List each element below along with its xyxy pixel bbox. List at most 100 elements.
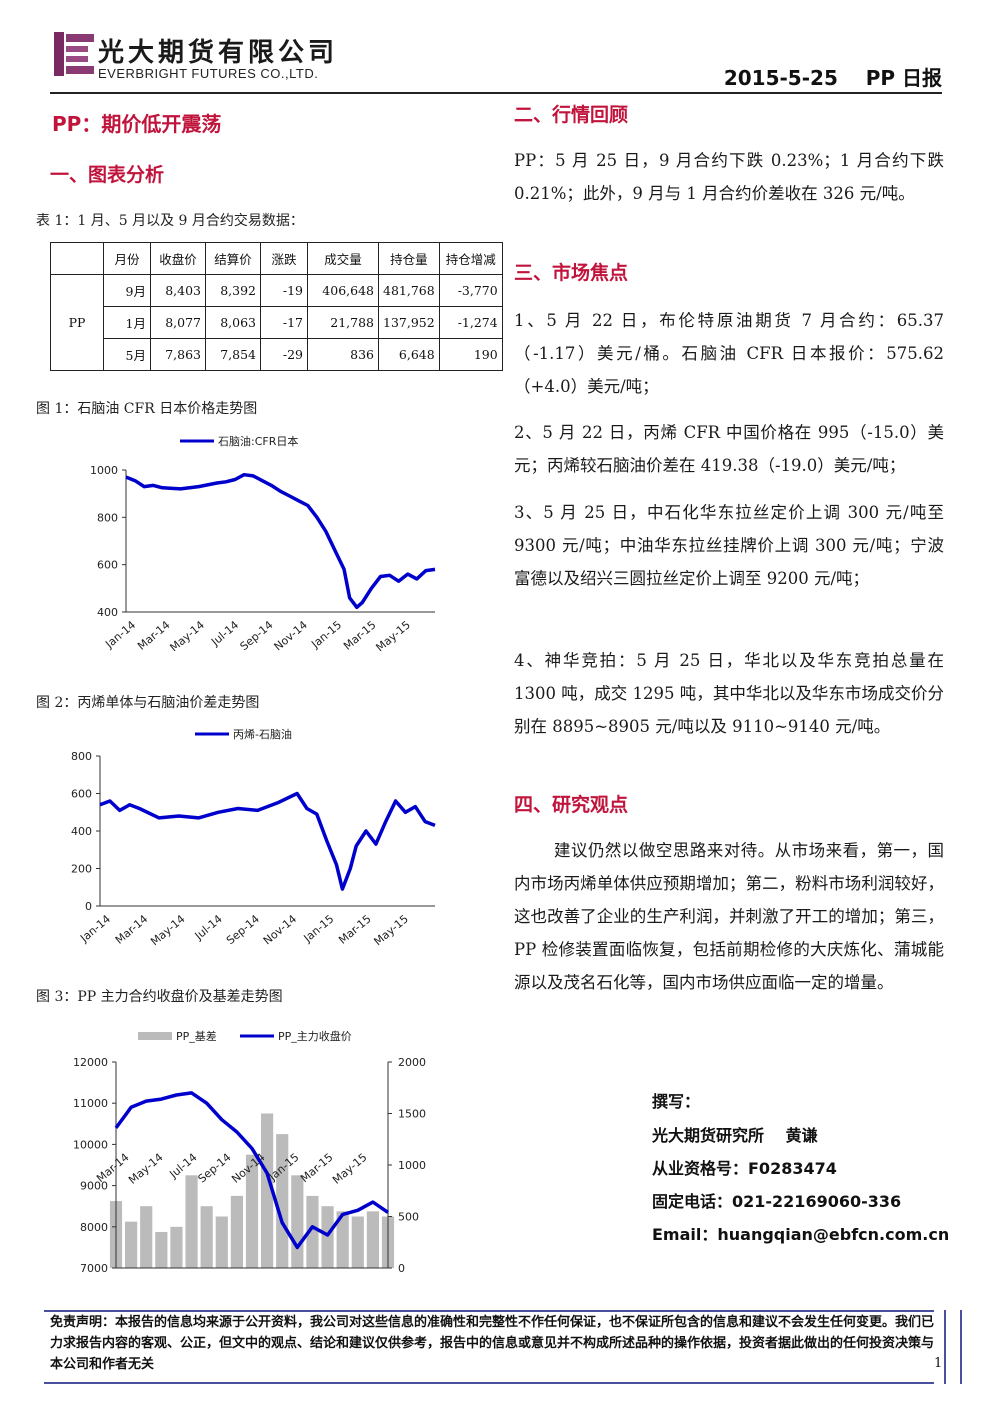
x-tick-label: Jul-14 [208, 618, 241, 649]
table-cell: 7,854 [205, 338, 261, 371]
table-cell: 21,788 [307, 306, 379, 339]
author-label: 撰写： [652, 1092, 701, 1111]
company-name-cn: 光大期货有限公司 [98, 38, 339, 68]
fig1-caption: 图 1：石脑油 CFR 日本价格走势图 [36, 401, 258, 417]
y2-tick-label: 0 [398, 1262, 405, 1275]
y-tick-label: 800 [97, 511, 118, 524]
header-rule [50, 92, 942, 94]
x-tick-label: Mar-14 [113, 912, 150, 946]
x-tick-label: Sep-14 [196, 1151, 234, 1186]
table-row: PP 9月 8,403 8,392 -19 406,648 481,768 -3… [50, 274, 503, 371]
legend-label: 石脑油:CFR日本 [218, 434, 298, 448]
table-cell: -29 [260, 338, 308, 371]
basis-bar [245, 1154, 259, 1268]
x-tick-label: May-15 [374, 618, 413, 654]
y-tick-label: 200 [71, 863, 92, 876]
fig3-caption: 图 3：PP 主力合约收盘价及基差走势图 [36, 989, 283, 1005]
focus-item-1: 1、5 月 22 日，布伦特原油期货 7 月合约：65.37（-1.17）美元/… [514, 311, 944, 396]
x-tick-label: Sep-14 [238, 618, 276, 653]
legend-swatch [138, 1032, 172, 1040]
section4-heading: 四、研究观点 [514, 794, 629, 816]
contract-table: 月份 收盘价 结算价 涨跌 成交量 持仓量 持仓增减 PP 9月 8,403 8… [50, 242, 503, 371]
x-tick-label: May-14 [148, 912, 187, 948]
table-cell: 9月 [103, 274, 151, 307]
footer-box [44, 1310, 934, 1384]
table-caption: 表 1：1 月、5 月以及 9 月合约交易数据： [36, 213, 304, 229]
report-date-product: 2015-5-25 PP 日报 [723, 66, 942, 90]
table-header-cell: 持仓量 [378, 242, 440, 275]
series-line [99, 791, 436, 891]
x-tick-label: Mar-14 [94, 1151, 131, 1185]
chart-pp-close-basis: PP_基差 PP_主力收盘价700080009000100001100012000… [73, 1029, 426, 1275]
author-email[interactable]: Email：huangqian@ebfcn.com.cn [652, 1225, 950, 1244]
x-tick-label: Nov-14 [272, 618, 310, 653]
table-cell: 8,403 [150, 274, 206, 307]
table-cell: 137,952 [378, 306, 440, 339]
x-tick-label: Sep-14 [224, 912, 262, 947]
section4-text: 建议仍然以做空思路来对待。从市场来看，第一，国内市场丙烯单体供应预期增加；第二，… [514, 841, 944, 992]
basis-bar [170, 1226, 183, 1268]
basis-bar [336, 1211, 349, 1268]
basis-bar [306, 1195, 319, 1268]
x-tick-label: May-15 [330, 1151, 369, 1187]
table-row: 1月 8,077 8,063 -17 21,788 137,952 -1,274 [51, 306, 503, 339]
y2-tick-label: 1500 [398, 1108, 426, 1121]
y2-tick-label: 500 [398, 1211, 419, 1224]
legend-label: 丙烯-石脑油 [233, 727, 292, 741]
chart-naphtha-price: 石脑油:CFR日本 400 600 800 1000 Jan-14Mar-14May-14… [90, 434, 436, 654]
x-tick-label: May-14 [126, 1151, 165, 1187]
table-header-cell: 涨跌 [260, 242, 308, 275]
table-cell: -1,274 [438, 306, 503, 339]
section2-text: PP：5 月 25 日，9 月合约下跌 0.23%；1 月合约下跌 0.21%；… [514, 151, 944, 203]
legend-label: PP_基差 [176, 1029, 217, 1043]
x-tick-label: Mar-14 [135, 618, 172, 652]
basis-bar [215, 1216, 228, 1268]
x-tick-label: Mar-15 [298, 1151, 335, 1185]
x-tick-label: May-14 [168, 618, 207, 654]
basis-bar [140, 1206, 153, 1268]
table-header-cell: 成交量 [307, 242, 379, 275]
y-tick-label: 10000 [73, 1138, 108, 1151]
table-header-cell: 结算价 [205, 242, 261, 275]
y-tick-label: 400 [71, 825, 92, 838]
x-tick-label: Mar-15 [341, 618, 378, 652]
y-tick-label: 11000 [73, 1097, 108, 1110]
focus-item-4: 4、神华竞拍：5 月 25 日，华北以及华东竞拍总量在 1300 吨，成交 12… [514, 651, 944, 736]
basis-bar [321, 1206, 334, 1268]
table-header-row: 月份 收盘价 结算价 涨跌 成交量 持仓量 持仓增减 [50, 242, 503, 275]
y-tick-label: 7000 [80, 1262, 108, 1275]
focus-item-3: 3、5 月 25 日，中石化华东拉丝定价上调 300 元/吨至 9300 元/吨… [514, 503, 944, 588]
table-row: 5月 7,863 7,854 -29 836 6,648 190 [51, 338, 503, 371]
section1-heading: 一、图表分析 [50, 164, 165, 186]
page-number: 1 [934, 1356, 943, 1371]
table-cell: 6,648 [378, 338, 440, 371]
y-tick-label: 600 [97, 559, 118, 572]
table-cell: 481,768 [378, 274, 440, 307]
fig2-caption: 图 2：丙烯单体与石脑油价差走势图 [36, 695, 260, 711]
focus-item-2: 2、5 月 22 日，丙烯 CFR 中国价格在 995（-15.0）美元；丙烯较… [514, 423, 944, 475]
author-line-3: 固定电话：021-22169060-336 [652, 1192, 902, 1211]
product-cell: PP [50, 274, 104, 371]
section2-heading: 二、行情回顾 [514, 104, 629, 126]
close-price-line [114, 1091, 389, 1250]
basis-bar [230, 1195, 243, 1268]
company-logo-icon [54, 32, 94, 76]
x-tick-label: Nov-14 [261, 912, 299, 947]
disclaimer: 免责声明：本报告的信息均来源于公开资料，我公司对这些信息的准确性和完整性不作任何… [50, 1315, 935, 1372]
y-tick-label: 600 [71, 788, 92, 801]
table-cell: 5月 [103, 338, 151, 371]
basis-bar [291, 1175, 304, 1268]
basis-bar [366, 1211, 379, 1268]
x-tick-label: Jan-14 [77, 912, 113, 945]
y-tick-label: 9000 [80, 1180, 108, 1193]
table-cell: 7,863 [150, 338, 206, 371]
basis-bar [185, 1175, 198, 1268]
y-tick-label: 8000 [80, 1221, 108, 1234]
table-cell: -19 [260, 274, 308, 307]
basis-bar [261, 1113, 274, 1268]
legend-label: PP_主力收盘价 [278, 1029, 352, 1043]
table-cell: 8,077 [150, 306, 206, 339]
table-cell: 1月 [103, 306, 151, 339]
y-tick-label: 400 [97, 606, 118, 619]
